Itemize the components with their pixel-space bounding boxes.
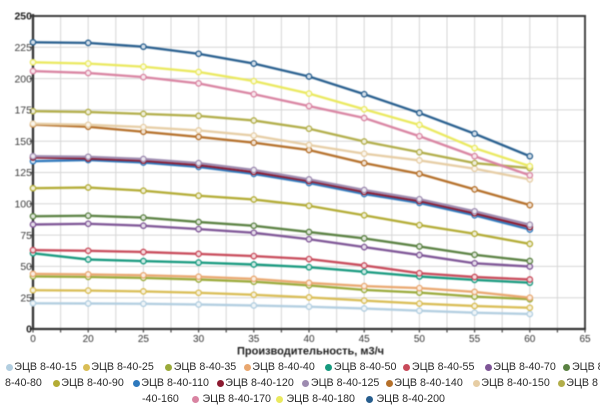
svg-text:0: 0 — [26, 324, 32, 336]
svg-text:25: 25 — [138, 334, 150, 345]
svg-text:225: 225 — [14, 42, 32, 54]
svg-text:Производительность, м3/ч: Производительность, м3/ч — [237, 346, 384, 358]
svg-text:50: 50 — [20, 261, 32, 273]
svg-text:40: 40 — [303, 334, 315, 345]
svg-text:250: 250 — [14, 11, 32, 23]
svg-text:175: 175 — [14, 105, 32, 117]
svg-text:75: 75 — [20, 230, 32, 242]
svg-text:35: 35 — [248, 334, 260, 345]
svg-text:65: 65 — [579, 334, 591, 345]
svg-text:45: 45 — [359, 334, 371, 345]
svg-text:60: 60 — [524, 334, 536, 345]
svg-text:100: 100 — [14, 199, 32, 211]
svg-text:30: 30 — [193, 334, 205, 345]
svg-text:0: 0 — [30, 334, 36, 345]
svg-text:50: 50 — [414, 334, 426, 345]
svg-text:125: 125 — [14, 167, 32, 179]
svg-text:20: 20 — [83, 334, 95, 345]
svg-text:150: 150 — [14, 136, 32, 148]
svg-text:25: 25 — [20, 292, 32, 304]
svg-text:200: 200 — [14, 73, 32, 85]
svg-text:55: 55 — [469, 334, 481, 345]
